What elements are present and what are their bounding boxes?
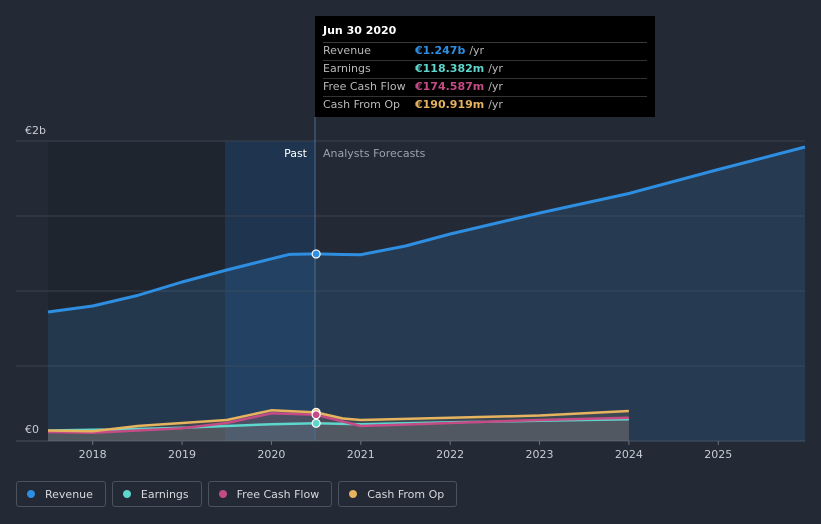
revenue-line <box>47 145 806 314</box>
legend-dot-icon <box>218 490 227 498</box>
tooltip-label: Free Cash Flow <box>323 80 406 93</box>
legend-label: Cash From Op <box>367 487 445 501</box>
past-label: Past <box>284 147 308 160</box>
revenue-marker <box>311 249 321 259</box>
legend-item-earnings[interactable]: Earnings <box>111 481 202 507</box>
x-tick-label: 2021 <box>347 448 375 461</box>
legend-item-revenue[interactable]: Revenue <box>16 481 106 507</box>
tooltip-unit: /yr <box>469 44 485 57</box>
tooltip-row-earnings: Earnings €118.382m /yr <box>323 61 647 79</box>
legend-dot-icon <box>122 490 131 498</box>
legend-label: Earnings <box>140 487 189 501</box>
forecast-label: Analysts Forecasts <box>323 147 426 160</box>
free-cash-flow-line <box>47 412 629 435</box>
tooltip-value: €174.587m <box>415 80 485 93</box>
free-cash-flow-marker <box>311 410 321 420</box>
legend-item-cash-from-op[interactable]: Cash From Op <box>338 481 458 507</box>
tooltip-unit: /yr <box>488 98 503 111</box>
legend: Revenue Earnings Free Cash Flow Cash Fro… <box>16 481 463 507</box>
x-tick-label: 2023 <box>526 448 554 461</box>
x-tick-label: 2020 <box>257 448 285 461</box>
legend-dot-icon <box>349 490 358 498</box>
legend-label: Free Cash Flow <box>236 487 320 501</box>
tooltip-label: Cash From Op <box>323 98 401 111</box>
tooltip-row-cash-from-op: Cash From Op €190.919m /yr <box>323 97 647 114</box>
y-label-bottom: €0 <box>25 423 39 436</box>
x-tick-label: 2024 <box>615 448 643 461</box>
tooltip-unit: /yr <box>488 62 503 75</box>
tooltip-unit: /yr <box>488 80 503 93</box>
revenue-area <box>48 147 805 441</box>
tooltip-row-revenue: Revenue €1.247b /yr <box>323 43 647 61</box>
x-tick-label: 2018 <box>79 448 107 461</box>
tooltip: Jun 30 2020 Revenue €1.247b /yr Earnings… <box>315 16 655 117</box>
earnings-marker <box>311 418 321 428</box>
tooltip-value: €118.382m <box>415 62 485 75</box>
legend-dot-icon <box>27 490 35 498</box>
earnings-area <box>48 419 629 441</box>
y-label-top: €2b <box>25 124 46 137</box>
tooltip-row-free-cash-flow: Free Cash Flow €174.587m /yr <box>323 79 647 97</box>
cash-from-op-line <box>47 409 629 433</box>
legend-label: Revenue <box>45 487 93 501</box>
legend-item-free-cash-flow[interactable]: Free Cash Flow <box>207 481 333 507</box>
x-tick-label: 2025 <box>704 448 732 461</box>
tooltip-value: €190.919m <box>415 98 485 111</box>
tooltip-label: Revenue <box>323 44 371 57</box>
free-cash-flow-area <box>48 413 629 441</box>
chart: €2b €0 Past Analysts Forecasts 2018 2019 2… <box>16 117 806 461</box>
x-tick-label: 2019 <box>168 448 196 461</box>
x-tick-label: 2022 <box>436 448 464 461</box>
tooltip-date: Jun 30 2020 <box>323 24 647 43</box>
tooltip-value: €1.247b <box>415 44 466 57</box>
tooltip-label: Earnings <box>323 62 371 75</box>
